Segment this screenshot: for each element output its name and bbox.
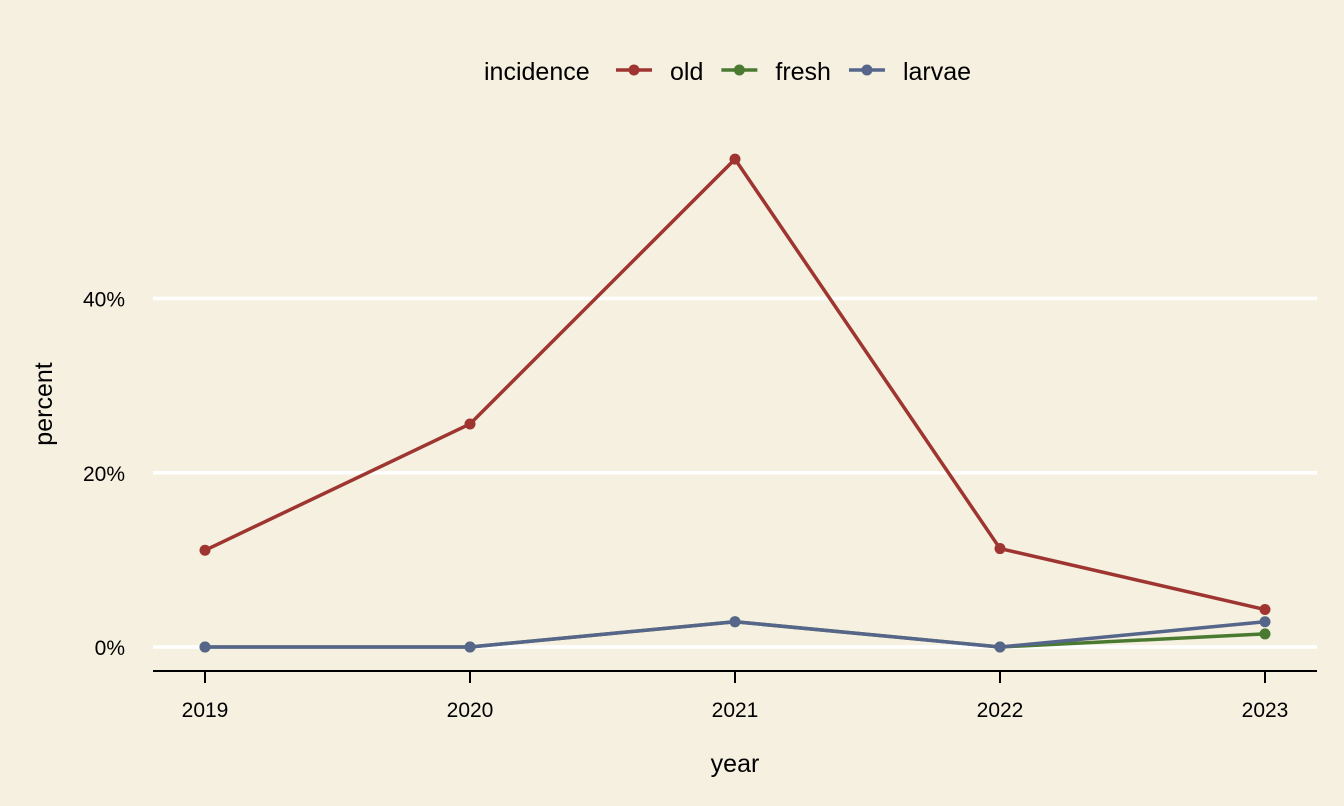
y-tick-label: 0% bbox=[95, 637, 125, 660]
data-point-old bbox=[1259, 604, 1271, 616]
x-tick-label: 2019 bbox=[182, 699, 229, 722]
data-point-larvae bbox=[994, 641, 1006, 653]
data-point-larvae bbox=[199, 641, 211, 653]
series-old bbox=[199, 153, 1271, 616]
data-point-fresh bbox=[1259, 628, 1271, 640]
data-point-larvae bbox=[464, 641, 476, 653]
legend-key-point bbox=[733, 64, 745, 76]
data-point-old bbox=[994, 543, 1006, 555]
legend-key-point bbox=[628, 64, 640, 76]
x-tick-label: 2022 bbox=[977, 699, 1024, 722]
legend-item-old: old bbox=[616, 58, 703, 86]
legend-title: incidence bbox=[484, 58, 590, 86]
x-tick-label: 2021 bbox=[712, 699, 759, 722]
data-point-old bbox=[199, 544, 211, 556]
data-point-old bbox=[729, 153, 741, 165]
y-axis-title: percent bbox=[30, 362, 58, 445]
x-tick-label: 2023 bbox=[1242, 699, 1289, 722]
series-larvae bbox=[199, 616, 1271, 653]
x-tick-label: 2020 bbox=[447, 699, 494, 722]
data-point-larvae bbox=[729, 616, 741, 628]
legend-items: old fresh larvae bbox=[616, 58, 971, 86]
x-axis-ticks: 2019 2020 2021 2022 2023 bbox=[182, 671, 1289, 722]
x-axis-title: year bbox=[711, 750, 760, 778]
series-layer bbox=[199, 153, 1271, 653]
legend-label: old bbox=[670, 58, 703, 86]
legend: incidence old fresh larvae bbox=[484, 58, 971, 86]
legend-label: fresh bbox=[775, 58, 831, 86]
legend-item-fresh: fresh bbox=[721, 58, 831, 86]
legend-item-larvae: larvae bbox=[848, 58, 971, 86]
y-axis-ticks: 0% 20% 40% bbox=[83, 289, 125, 661]
y-tick-label: 40% bbox=[83, 289, 125, 312]
data-point-larvae bbox=[1259, 616, 1271, 628]
legend-label: larvae bbox=[903, 58, 971, 86]
y-tick-label: 20% bbox=[83, 463, 125, 486]
legend-key-point bbox=[861, 64, 873, 76]
data-point-old bbox=[464, 418, 476, 430]
